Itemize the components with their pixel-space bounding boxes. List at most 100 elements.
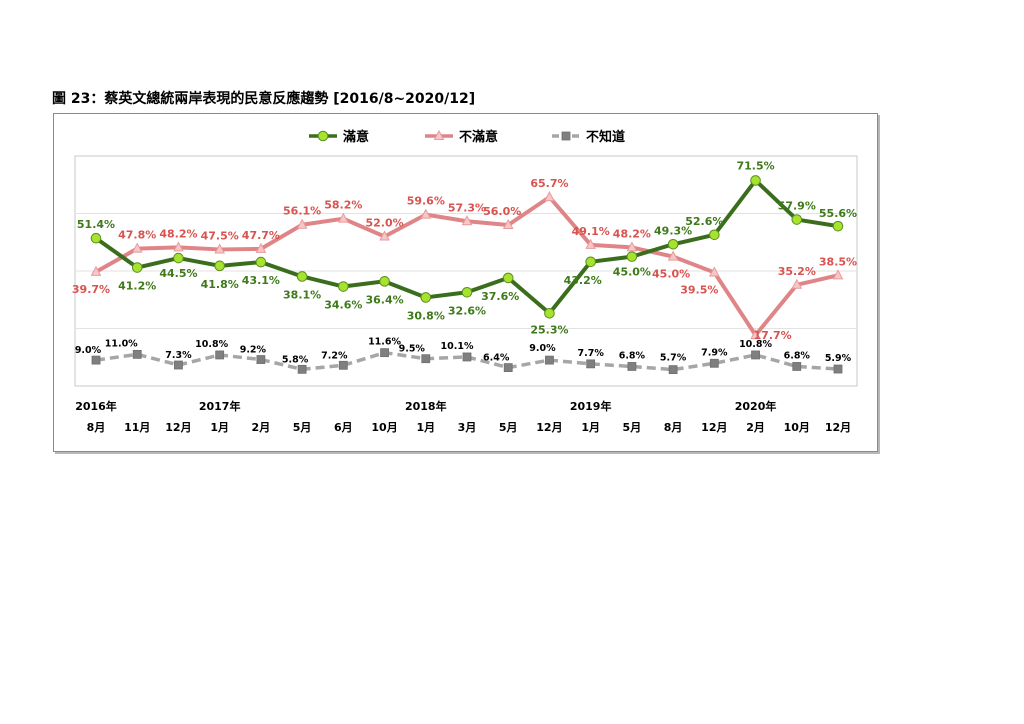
data-point-dissatisfied — [709, 266, 720, 277]
data-label-dissatisfied: 56.0% — [483, 205, 521, 218]
data-label-dissatisfied: 48.2% — [159, 227, 197, 240]
x-tick-label: 10月 — [784, 421, 810, 434]
legend-label: 不知道 — [586, 129, 625, 145]
data-point-dissatisfied — [791, 278, 803, 289]
data-point-satisfied — [585, 256, 596, 268]
data-label-satisfied: 41.8% — [201, 278, 239, 291]
data-label-unknown: 10.1% — [441, 341, 474, 352]
data-label-dissatisfied: 58.2% — [324, 199, 362, 212]
data-point-satisfied — [626, 251, 638, 262]
data-point-satisfied — [502, 272, 514, 284]
data-label-dissatisfied: 17.7% — [753, 329, 791, 342]
data-label-unknown: 9.0% — [75, 345, 102, 356]
data-label-satisfied: 25.3% — [530, 323, 568, 336]
data-point-dissatisfied — [173, 241, 184, 252]
data-point-unknown — [91, 355, 101, 365]
data-label-unknown: 6.8% — [619, 350, 646, 361]
x-tick-label: 5月 — [293, 421, 312, 434]
plot-area: 9.0%11.0% 7.3% 10.8% 9.2% 5.8% 7.2% 11.6%9.5% 1… — [72, 155, 858, 387]
data-point-unknown — [132, 349, 142, 359]
legend-item-dissatisfied: 不滿意 — [425, 129, 498, 145]
x-tick-label: 12月 — [825, 421, 851, 434]
data-point-unknown — [380, 348, 389, 358]
data-point-unknown — [174, 360, 183, 370]
x-tick-label: 11月 — [124, 421, 150, 434]
x-tick-label: 5月 — [499, 421, 518, 434]
data-point-dissatisfied — [667, 250, 679, 261]
x-tick-label: 5月 — [623, 421, 642, 434]
data-point-satisfied — [296, 271, 308, 282]
data-point-satisfied — [544, 307, 555, 319]
data-label-dissatisfied: 47.5% — [201, 229, 239, 242]
data-label-satisfied: 43.2% — [564, 274, 602, 287]
data-label-unknown: 10.8% — [739, 339, 772, 350]
data-point-dissatisfied — [461, 215, 473, 226]
x-tick-label: 12月 — [165, 421, 191, 434]
data-point-dissatisfied — [502, 218, 514, 229]
legend-item-unknown: 不知道 — [552, 129, 625, 145]
x-tick-label: 12月 — [701, 421, 727, 434]
data-point-unknown — [215, 350, 225, 360]
data-point-satisfied — [461, 286, 473, 298]
x-tick-label: 2月 — [746, 421, 765, 434]
data-point-satisfied — [131, 262, 143, 273]
data-point-dissatisfied — [832, 269, 844, 280]
data-point-dissatisfied — [379, 230, 390, 241]
data-point-satisfied — [832, 220, 844, 232]
x-year-label: 2019年 — [570, 399, 612, 413]
data-label-unknown: 5.9% — [825, 353, 852, 364]
data-label-dissatisfied: 39.5% — [680, 283, 718, 296]
data-label-dissatisfied: 35.2% — [778, 265, 816, 278]
data-label-unknown: 5.7% — [660, 353, 687, 364]
data-point-satisfied — [317, 130, 329, 142]
data-label-dissatisfied: 48.2% — [613, 227, 651, 240]
data-point-dissatisfied — [626, 241, 638, 252]
x-tick-label: 6月 — [334, 421, 353, 434]
chart-legend: 滿意 不滿意 不知道 — [309, 129, 625, 145]
data-label-unknown: 7.3% — [165, 350, 192, 361]
data-point-satisfied — [214, 260, 225, 272]
data-point-satisfied — [750, 175, 761, 186]
data-point-satisfied — [338, 281, 349, 292]
data-label-unknown: 11.6% — [368, 337, 401, 348]
data-point-dissatisfied — [420, 208, 432, 219]
data-point-unknown — [421, 354, 431, 364]
data-point-satisfied — [90, 232, 102, 244]
data-label-satisfied: 34.6% — [324, 299, 362, 312]
data-point-dissatisfied — [433, 129, 445, 140]
data-label-dissatisfied: 47.7% — [242, 229, 280, 242]
data-label-satisfied: 57.9% — [778, 200, 816, 213]
data-label-unknown: 6.8% — [784, 350, 811, 361]
data-point-dissatisfied — [750, 329, 761, 340]
data-label-satisfied: 38.1% — [283, 288, 321, 301]
data-label-dissatisfied: 45.0% — [652, 268, 690, 281]
data-label-unknown: 11.0% — [105, 338, 138, 349]
data-label-dissatisfied: 57.3% — [448, 201, 486, 214]
data-label-unknown: 6.4% — [483, 353, 510, 364]
data-point-dissatisfied — [544, 191, 555, 202]
x-axis: 8月 11月 12月 1月 2月 5月 6月 10月 1月 3月 5月 12月 1月 5月 8月 12月 2月 1… — [75, 399, 851, 434]
data-label-dissatisfied: 56.1% — [283, 205, 321, 218]
data-point-unknown — [545, 355, 554, 365]
data-point-unknown — [627, 362, 637, 371]
data-label-unknown: 9.2% — [240, 345, 267, 356]
data-label-satisfied: 32.6% — [448, 304, 486, 317]
data-label-unknown: 7.9% — [701, 347, 728, 358]
data-label-satisfied: 44.5% — [159, 267, 197, 280]
data-label-unknown: 7.2% — [321, 350, 348, 361]
data-label-unknown: 5.8% — [282, 354, 309, 365]
data-label-dissatisfied: 59.6% — [407, 195, 445, 208]
x-tick-label: 1月 — [210, 421, 229, 434]
data-point-dissatisfied — [255, 242, 267, 253]
legend-item-satisfied: 滿意 — [309, 129, 369, 145]
data-label-satisfied: 36.4% — [365, 293, 403, 306]
data-label-unknown: 9.5% — [399, 344, 426, 355]
figure-title: 圖 23：蔡英文總統兩岸表現的民意反應趨勢 [2016/8~2020/12] — [52, 91, 476, 107]
data-point-unknown — [751, 350, 760, 360]
legend-label: 滿意 — [343, 129, 369, 145]
x-tick-label: 8月 — [664, 421, 683, 434]
data-label-satisfied: 41.2% — [118, 280, 156, 293]
data-point-satisfied — [667, 238, 679, 250]
data-label-satisfied: 55.6% — [819, 207, 857, 220]
data-point-unknown — [462, 352, 472, 362]
